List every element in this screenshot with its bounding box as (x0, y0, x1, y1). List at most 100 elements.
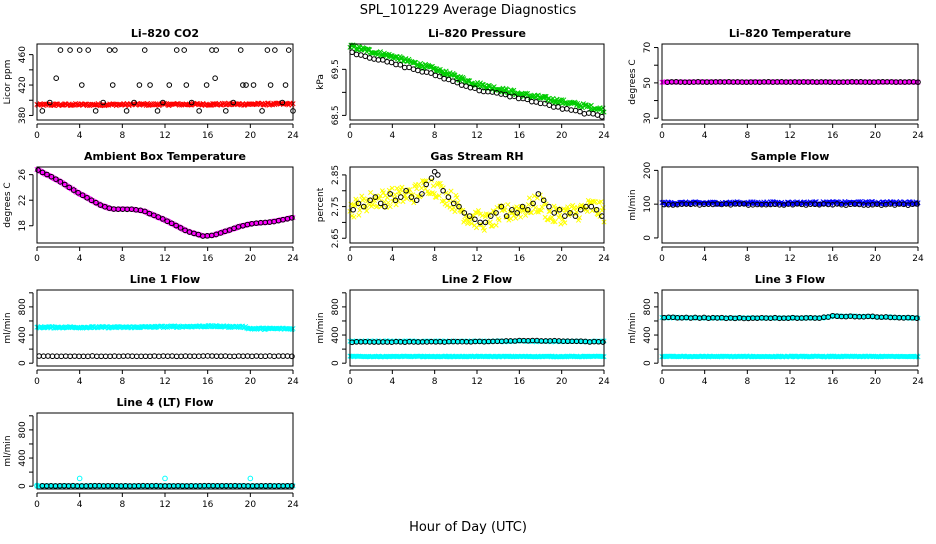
y-axis-label: ml/min (628, 189, 638, 220)
data-point (436, 193, 442, 199)
x-tick-label: 8 (432, 254, 438, 264)
data-point (419, 191, 425, 197)
data-point (368, 189, 374, 196)
y-tick-label: 70 (643, 42, 653, 54)
x-tick-label: 16 (202, 377, 214, 387)
data-point (440, 187, 446, 194)
x-tick-label: 24 (598, 377, 610, 387)
data-point (193, 323, 199, 330)
data-point (514, 210, 521, 216)
data-point (393, 202, 399, 208)
data-point (385, 200, 391, 206)
data-point (79, 192, 86, 199)
data-point (503, 213, 510, 219)
data-point (550, 219, 556, 225)
data-point (488, 223, 494, 229)
data-point (151, 353, 158, 359)
x-tick-label: 8 (744, 377, 750, 387)
x-tick-label: 20 (870, 131, 882, 141)
data-point (89, 353, 96, 359)
data-point (131, 99, 137, 106)
data-point (592, 198, 598, 205)
plot-frame (36, 166, 294, 244)
data-point (181, 47, 187, 53)
x-tick-label: 20 (245, 500, 257, 510)
x-tick-label: 4 (77, 377, 83, 387)
data-point (258, 353, 264, 360)
data-point (370, 201, 376, 208)
data-point (505, 202, 511, 208)
data-point (155, 214, 162, 220)
y-axis-label: Licor ppm (3, 60, 13, 105)
y-tick-label: 0 (331, 360, 341, 366)
data-point (76, 47, 83, 53)
panel-title: Li–820 Temperature (729, 27, 851, 40)
x-tick-label: 0 (659, 254, 665, 264)
panel-title: Li–820 Pressure (428, 27, 526, 40)
data-point (361, 196, 367, 202)
data-point (159, 216, 166, 222)
data-point (62, 353, 69, 359)
y-tick-label: 0 (643, 360, 653, 366)
data-point (235, 353, 242, 359)
data-point (525, 206, 531, 213)
y-axis-label: ml/min (628, 312, 638, 343)
data-point (600, 339, 606, 345)
data-point (387, 191, 394, 197)
x-tick-label: 24 (598, 131, 610, 141)
data-point (79, 82, 85, 88)
panel-title: Line 2 Flow (442, 273, 512, 286)
series-1 (349, 49, 605, 120)
data-point (272, 47, 278, 53)
series-0 (659, 353, 921, 360)
panel-line3: Line 3 Flow ml/min 0 4 8 12 16 20 24 0 400 800 (628, 273, 924, 387)
data-point (525, 202, 532, 208)
x-tick-label: 24 (287, 500, 299, 510)
x-tick-label: 24 (287, 131, 299, 141)
y-tick-label: 0 (643, 235, 653, 241)
data-point (572, 213, 579, 219)
data-point (435, 172, 441, 178)
y-tick-label: 800 (18, 421, 28, 438)
data-point (400, 199, 406, 205)
data-point (58, 353, 65, 360)
x-tick-label: 24 (287, 254, 299, 264)
data-point (577, 206, 584, 213)
y-tick-label: 400 (643, 326, 653, 343)
x-tick-label: 4 (389, 254, 395, 264)
x-tick-label: 20 (245, 131, 257, 141)
data-point (558, 221, 564, 227)
x-tick-label: 8 (119, 500, 125, 510)
data-point (399, 55, 405, 61)
data-point (227, 353, 233, 360)
data-point (394, 185, 400, 191)
x-tick-label: 8 (744, 254, 750, 264)
x-tick-label: 12 (471, 131, 482, 141)
plot-frame (349, 166, 605, 244)
data-point (482, 219, 489, 226)
series-1 (664, 79, 921, 85)
data-point (513, 215, 519, 221)
data-point (166, 82, 173, 88)
series-points (34, 322, 296, 360)
panel-line2: Line 2 Flow ml/min 0 4 8 12 16 20 24 0 400 800 (316, 273, 610, 387)
data-point (259, 108, 265, 114)
data-point (75, 190, 81, 196)
y-tick-label: 420 (18, 76, 28, 93)
data-point (539, 204, 545, 210)
data-point (477, 219, 483, 226)
data-point (472, 216, 478, 223)
x-tick-label: 4 (389, 377, 395, 387)
data-point (173, 222, 179, 229)
data-point (545, 217, 551, 223)
data-point (487, 219, 493, 225)
data-point (593, 206, 600, 213)
data-point (410, 66, 417, 72)
data-point (481, 227, 487, 233)
data-point (102, 353, 109, 360)
x-tick-label: 16 (202, 254, 214, 264)
panel-title: Line 3 Flow (755, 273, 825, 286)
data-point (138, 353, 144, 360)
